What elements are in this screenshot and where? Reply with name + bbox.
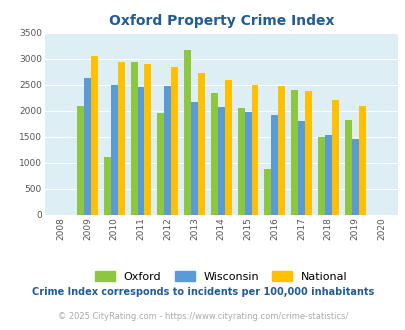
Bar (91, 56, 98, 214)
Text: Crime Index corresponds to incidents per 100,000 inhabitants: Crime Index corresponds to incidents per… (32, 287, 373, 297)
Bar (77, 106, 84, 214)
Legend: Oxford, Wisconsin, National: Oxford, Wisconsin, National (94, 271, 347, 281)
Bar (324, 135, 331, 214)
Bar (244, 112, 251, 214)
Bar (358, 106, 364, 214)
Title: Oxford Property Crime Index: Oxford Property Crime Index (108, 14, 333, 28)
Bar (111, 85, 117, 214)
Bar (171, 67, 178, 214)
Bar (251, 85, 258, 214)
Bar (237, 108, 244, 214)
Bar (297, 121, 304, 214)
Bar (130, 61, 137, 214)
Text: © 2025 CityRating.com - https://www.cityrating.com/crime-statistics/: © 2025 CityRating.com - https://www.city… (58, 312, 347, 321)
Bar (331, 100, 338, 214)
Bar (304, 91, 311, 214)
Bar (344, 120, 351, 214)
Bar (137, 87, 144, 214)
Bar (317, 137, 324, 214)
Bar (224, 80, 231, 214)
Bar (183, 50, 191, 214)
Bar (210, 93, 217, 214)
Bar (351, 139, 358, 214)
Bar (217, 107, 224, 214)
Bar (264, 169, 271, 214)
Bar (144, 64, 151, 214)
Bar (271, 115, 277, 214)
Bar (198, 73, 205, 214)
Bar (164, 86, 171, 214)
Bar (157, 114, 164, 214)
Bar (104, 157, 111, 214)
Bar (277, 86, 285, 214)
Bar (84, 79, 91, 214)
Bar (117, 61, 124, 214)
Bar (191, 102, 198, 214)
Bar (290, 90, 297, 214)
